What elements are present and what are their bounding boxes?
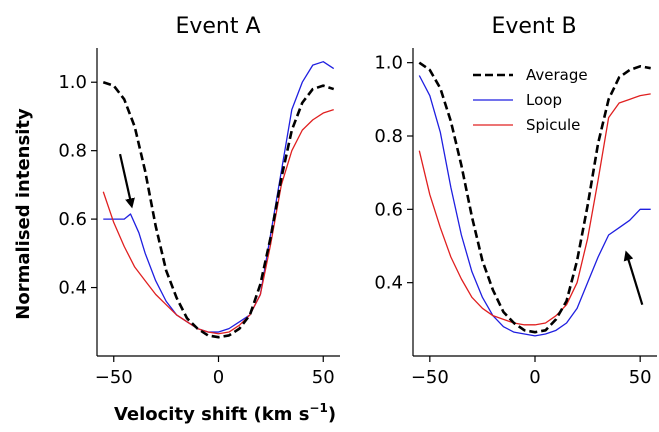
- ticks-group: −50 0 50 0.4 0.6 0.8 1.0: [58, 72, 334, 388]
- x-axis-title-close: ): [328, 404, 336, 425]
- annotation-group: [623, 250, 644, 305]
- series-group: [102, 61, 335, 339]
- annotation-arrow: [118, 153, 135, 209]
- annotation-arrow: [623, 250, 644, 305]
- panel-event-a: Event A −50 0 50 0.4 0.6 0.8 1.0: [58, 14, 340, 388]
- series-line-average: [102, 80, 335, 339]
- x-tick-label: 0: [529, 367, 540, 388]
- y-tick-label: 0.4: [58, 278, 87, 299]
- series-line-spicule: [102, 108, 334, 335]
- panel-event-b: Event B −50 0 50 0.4 0.6 0.8 1.0 Average Loop Sp…: [374, 14, 657, 388]
- x-tick-label: −50: [95, 367, 133, 388]
- legend-label-spicule: Spicule: [526, 116, 580, 134]
- legend-label-loop: Loop: [526, 91, 562, 109]
- y-tick-label: 0.8: [374, 126, 403, 147]
- series-line-loop: [103, 61, 335, 333]
- x-axis-title-main: Velocity shift (km s: [114, 404, 309, 425]
- series-line-spicule: [418, 93, 651, 326]
- legend: Average Loop Spicule: [473, 66, 588, 134]
- y-axis-title: Normalised intensity: [13, 108, 34, 320]
- x-axis-title: Velocity shift (km s−1): [114, 401, 336, 425]
- y-tick-label: 0.6: [374, 199, 403, 220]
- y-tick-label: 0.4: [374, 273, 403, 294]
- panel-title-event-a: Event A: [175, 14, 260, 39]
- x-tick-label: −50: [411, 367, 449, 388]
- legend-label-average: Average: [526, 66, 588, 84]
- series-line-loop: [418, 75, 651, 337]
- y-tick-label: 0.8: [58, 141, 87, 162]
- y-tick-label: 1.0: [374, 53, 403, 74]
- annotation-group: [118, 153, 135, 209]
- panel-title-event-b: Event B: [491, 14, 576, 39]
- x-tick-label: 50: [629, 367, 652, 388]
- ticks-group: −50 0 50 0.4 0.6 0.8 1.0: [374, 53, 651, 388]
- y-tick-label: 0.6: [58, 209, 87, 230]
- series-group: [418, 61, 651, 337]
- x-axis-title-exp: −1: [309, 401, 327, 415]
- x-tick-label: 0: [213, 367, 224, 388]
- series-line-average: [418, 61, 651, 334]
- x-tick-label: 50: [312, 367, 335, 388]
- y-tick-label: 1.0: [58, 72, 87, 93]
